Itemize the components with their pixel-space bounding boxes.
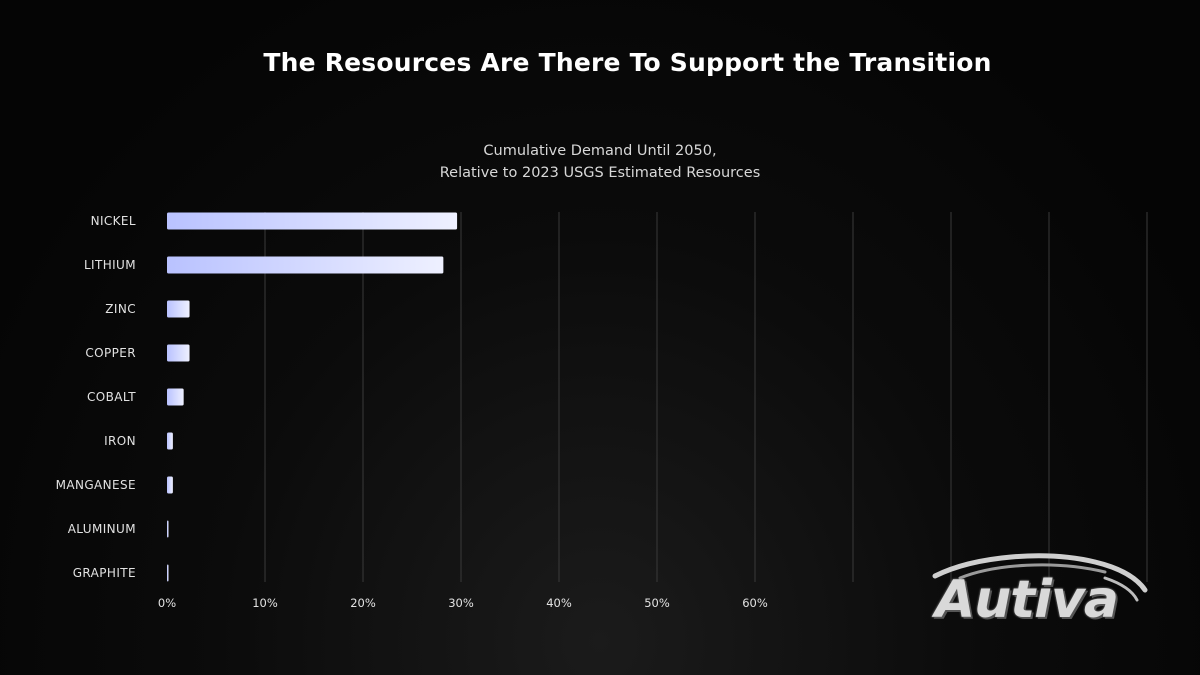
category-labels: NICKEL LITHIUM ZINC COPPER COBALT IRON MANGANE…: [56, 214, 136, 580]
bar-iron: [167, 432, 173, 450]
bar-graphite: [167, 564, 169, 582]
x-tick-label: 10%: [252, 596, 278, 610]
x-tick-label: 50%: [644, 596, 670, 610]
x-tick-label: 60%: [742, 596, 768, 610]
category-label-iron: IRON: [104, 434, 136, 448]
bar-cobalt: [167, 388, 184, 406]
bar-nickel: [167, 212, 458, 230]
x-tick-label: 30%: [448, 596, 474, 610]
bar-aluminum: [167, 520, 169, 538]
car-silhouette-icon: [932, 553, 1148, 602]
bar-copper: [167, 344, 190, 362]
chart-subtitle-line-1: Cumulative Demand Until 2050,: [483, 143, 717, 159]
chart-subtitle-line-2: Relative to 2023 USGS Estimated Resource…: [439, 165, 761, 181]
category-label-graphite: GRAPHITE: [73, 566, 136, 580]
category-label-zinc: ZINC: [105, 302, 136, 316]
category-label-manganese: MANGANESE: [56, 478, 136, 492]
category-label-nickel: NICKEL: [91, 214, 136, 228]
x-tick-label: 0%: [158, 596, 176, 610]
category-label-copper: COPPER: [85, 346, 136, 360]
chart-subtitle: Cumulative Demand Until 2050, Relative t…: [0, 140, 1200, 184]
logo-wordmark: Autiva: [935, 570, 1119, 630]
gridlines: [264, 212, 1148, 582]
category-label-lithium: LITHIUM: [84, 258, 136, 272]
x-axis-ticks: 0% 10% 20% 30% 40% 50% 60%: [158, 596, 768, 610]
bar-zinc: [167, 300, 190, 318]
category-label-cobalt: COBALT: [87, 390, 136, 404]
bars: [167, 212, 458, 582]
page-title: The Resources Are There To Support the T…: [263, 48, 992, 77]
x-tick-label: 40%: [546, 596, 572, 610]
bar-manganese: [167, 476, 173, 494]
x-tick-label: 20%: [350, 596, 376, 610]
autiva-logo: Autiva: [905, 548, 1155, 648]
category-label-aluminum: ALUMINUM: [68, 522, 136, 536]
bar-lithium: [167, 256, 444, 274]
